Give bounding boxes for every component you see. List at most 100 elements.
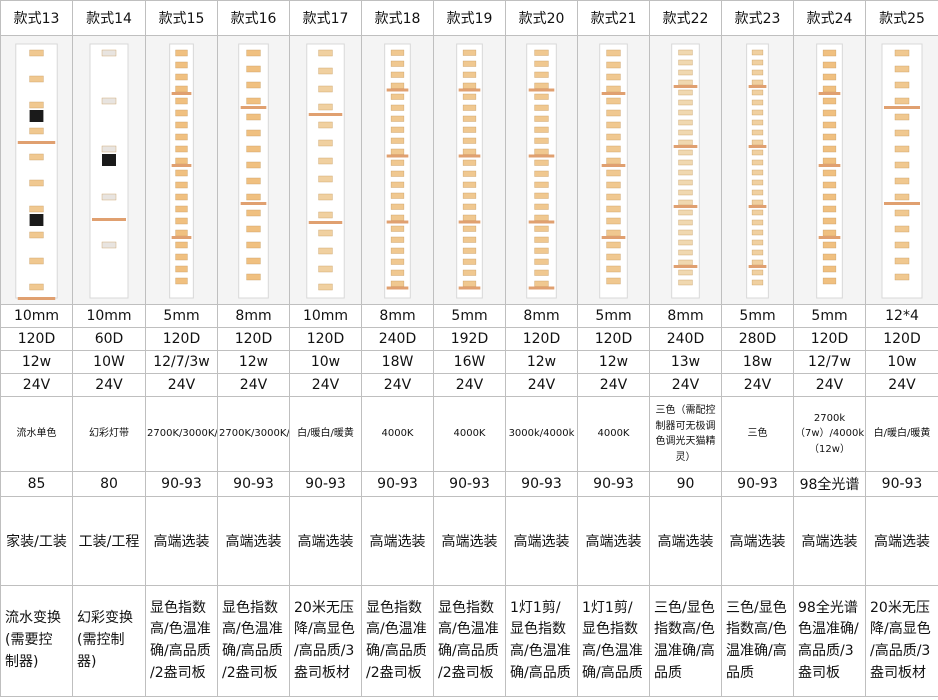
strip-photo <box>865 35 938 305</box>
cri: 90-93 <box>361 471 434 497</box>
led-chip <box>29 153 44 161</box>
led-chip <box>175 73 188 81</box>
feature-line: 确/高品质 <box>366 643 427 659</box>
led-chip <box>462 159 477 166</box>
feature-line: 显色指数 <box>510 621 566 638</box>
features: 1灯1剪/显色指数 高/色温准 确/高品质 <box>505 585 578 697</box>
strip-pcb <box>89 43 129 299</box>
feature-line: 显色指数 <box>582 621 638 638</box>
feature-line: 1灯1剪/ <box>582 599 633 616</box>
led-chip <box>462 82 477 89</box>
power: 10w <box>289 350 362 374</box>
led-chip <box>606 229 621 237</box>
led-chip <box>390 104 405 111</box>
led-chip <box>606 133 621 141</box>
voltage: 24V <box>505 373 578 397</box>
led-chip <box>534 159 549 166</box>
power: 12/7w <box>793 350 866 374</box>
led-chip <box>751 239 764 246</box>
led-chip <box>390 225 405 232</box>
led-chip <box>751 169 764 176</box>
led-chip <box>678 169 693 176</box>
led-chip <box>462 148 477 155</box>
led-chip <box>29 127 44 135</box>
application: 高端选装 <box>289 496 362 586</box>
cut-pad <box>308 221 343 224</box>
led-chip <box>462 236 477 243</box>
led-chip <box>606 217 621 225</box>
led-chip <box>246 65 261 73</box>
led-chip <box>822 109 837 117</box>
led-chip <box>390 71 405 78</box>
led-density: 192D <box>433 327 506 351</box>
model-name: 款式24 <box>793 0 866 36</box>
color-temperature: 白/暖白/暖黄 <box>865 396 938 472</box>
features: 幻彩变换 (需控制 器) <box>72 585 146 697</box>
ic-chip <box>29 110 44 122</box>
cut-pad <box>17 141 56 144</box>
cut-pad <box>673 85 698 88</box>
led-chip <box>534 214 549 221</box>
color-temperature: 白/暖白/暖黄 <box>289 396 362 472</box>
feature-line: 品质 <box>726 664 754 681</box>
led-chip <box>318 229 333 237</box>
feature-line: 三色/显色 <box>654 599 715 616</box>
cut-pad <box>884 106 920 109</box>
feature-line: 幻彩变换 <box>77 610 133 627</box>
led-chip <box>822 169 837 177</box>
features: 1灯1剪/显色指数 高/色温准 确/高品质 <box>577 585 650 697</box>
led-chip <box>246 49 261 57</box>
led-chip <box>390 60 405 67</box>
led-chip <box>678 249 693 256</box>
strip-width: 8mm <box>505 304 578 328</box>
led-chip <box>246 193 261 201</box>
application: 高端选装 <box>217 496 290 586</box>
led-chip <box>822 61 837 69</box>
led-chip <box>534 192 549 199</box>
feature-line: 温准确/高 <box>654 643 715 659</box>
led-chip <box>894 273 910 281</box>
cut-pad <box>748 145 767 148</box>
feature-line: 器) <box>77 653 97 670</box>
model-name: 款式18 <box>361 0 434 36</box>
led-chip <box>751 179 764 186</box>
cut-pad <box>386 220 409 224</box>
color-temperature: 2700K/3000K/3500K/4000K/5000K <box>217 396 290 472</box>
led-chip <box>534 225 549 232</box>
led-chip <box>894 81 910 89</box>
application: 高端选装 <box>865 496 938 586</box>
led-chip <box>606 169 621 177</box>
led-chip <box>751 279 764 286</box>
model-name: 款式23 <box>721 0 794 36</box>
cut-pad <box>748 265 767 268</box>
led-chip <box>462 49 477 56</box>
led-chip <box>822 121 837 129</box>
strip-photo <box>217 35 290 305</box>
features: 显色指数 高/色温准 确/高品质/2盎司板 <box>145 585 218 697</box>
cut-pad <box>171 236 192 239</box>
cri: 80 <box>72 471 146 497</box>
feature-line: 20米无压 <box>294 599 354 616</box>
cut-pad <box>308 113 343 116</box>
strip-width: 12*4 <box>865 304 938 328</box>
led-chip <box>894 161 910 169</box>
led-chip <box>606 145 621 153</box>
feature-line: 显色指数 <box>222 599 278 616</box>
led-chip <box>822 229 837 237</box>
led-chip <box>678 109 693 116</box>
strip-photo <box>505 35 578 305</box>
led-chip <box>246 113 261 121</box>
led-chip <box>462 137 477 144</box>
cut-pad <box>818 92 841 95</box>
led-chip <box>318 265 333 273</box>
cri: 90-93 <box>505 471 578 497</box>
led-chip <box>751 149 764 156</box>
led-chip <box>894 177 910 185</box>
feature-line: 确/高品质 <box>438 643 499 659</box>
led-chip <box>175 49 188 57</box>
color-temperature: 流水单色 <box>0 396 73 472</box>
application: 高端选装 <box>145 496 218 586</box>
led-chip <box>318 283 333 291</box>
cut-pad <box>673 265 698 268</box>
led-chip <box>822 49 837 57</box>
